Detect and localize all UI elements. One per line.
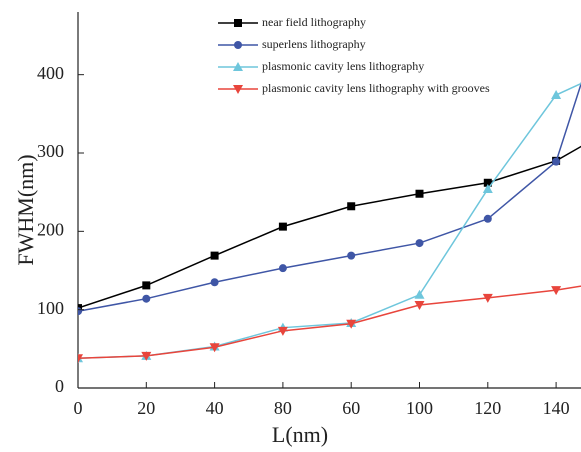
marker <box>278 264 287 273</box>
y-tick-label: 300 <box>37 141 64 161</box>
marker <box>347 202 356 211</box>
x-tick-label: 80 <box>274 398 292 418</box>
marker <box>414 289 425 299</box>
x-axis-label: L(nm) <box>272 422 328 447</box>
x-tick-label: 40 <box>206 398 224 418</box>
marker <box>209 343 220 353</box>
marker <box>78 307 82 316</box>
y-tick-label: 100 <box>37 298 64 318</box>
x-tick-label: 100 <box>406 398 433 418</box>
marker <box>277 326 288 336</box>
marker <box>552 157 561 166</box>
y-tick-label: 400 <box>37 63 64 83</box>
marker <box>233 85 243 94</box>
marker <box>233 62 243 71</box>
marker <box>482 184 493 194</box>
plot-area <box>78 81 581 364</box>
marker <box>483 178 492 187</box>
marker <box>346 319 357 329</box>
marker <box>415 239 424 248</box>
marker <box>141 351 152 361</box>
x-tick-label: 20 <box>137 398 155 418</box>
y-tick-label: 200 <box>37 219 64 239</box>
x-tick-label: 120 <box>474 398 501 418</box>
marker <box>551 286 562 296</box>
legend-label: plasmonic cavity lens lithography <box>262 59 424 73</box>
marker <box>142 281 151 290</box>
marker <box>78 354 83 364</box>
y-tick-label: 0 <box>55 376 64 396</box>
marker <box>483 214 492 223</box>
y-axis-label: FWHM(nm) <box>13 154 38 265</box>
marker <box>210 278 219 287</box>
x-tick-label: 140 <box>543 398 570 418</box>
marker <box>142 294 151 303</box>
marker <box>482 293 493 303</box>
legend-label: near field lithography <box>262 15 366 29</box>
legend-label: plasmonic cavity lens lithography with g… <box>262 81 490 95</box>
series-line <box>78 285 581 359</box>
marker <box>551 90 562 100</box>
marker <box>234 41 242 49</box>
marker <box>347 251 356 260</box>
x-tick-label: 60 <box>342 398 360 418</box>
series-line <box>78 145 581 309</box>
marker <box>414 300 425 310</box>
legend <box>209 12 537 106</box>
x-tick-label: 0 <box>74 398 83 418</box>
marker <box>415 189 424 198</box>
series-line <box>78 82 581 359</box>
legend-label: superlens lithography <box>262 37 366 51</box>
marker <box>210 251 219 260</box>
marker <box>234 19 242 27</box>
marker <box>278 222 287 231</box>
